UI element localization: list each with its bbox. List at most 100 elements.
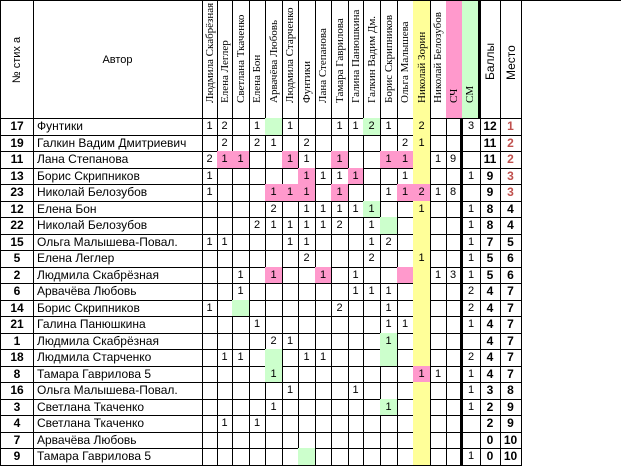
sch-cell bbox=[446, 283, 463, 301]
row-num: 2 bbox=[0, 267, 34, 284]
header-col-label: Николай Зорин bbox=[415, 31, 428, 103]
row-author: Светлана Ткаченко bbox=[33, 415, 203, 433]
score-cell bbox=[430, 448, 447, 466]
total-cell: 8 bbox=[480, 217, 501, 235]
sch-cell bbox=[446, 300, 463, 317]
row-author: Борис Скрипников bbox=[33, 300, 203, 317]
score-cell bbox=[249, 349, 266, 367]
score-cell bbox=[413, 267, 431, 284]
score-cell bbox=[430, 349, 447, 367]
row-num: 18 bbox=[0, 349, 34, 367]
total-cell: 9 bbox=[480, 184, 501, 202]
row-author: Людмила Скабрёзная bbox=[33, 267, 203, 284]
score-cell bbox=[232, 300, 250, 317]
total-cell: 0 bbox=[480, 448, 501, 466]
row-author: Тамара Гаврилова 5 bbox=[33, 448, 203, 466]
score-cell bbox=[282, 448, 299, 466]
header-col-5: Людмила Старченко bbox=[282, 1, 299, 119]
score-cell bbox=[217, 382, 233, 400]
header-col-7: Лана Степанова bbox=[315, 1, 332, 119]
score-cell bbox=[298, 382, 316, 400]
score-cell bbox=[413, 234, 431, 251]
score-cell bbox=[298, 316, 316, 334]
place-cell: 7 bbox=[500, 349, 522, 367]
header-col-4: Арвачёва Любовь bbox=[265, 1, 283, 119]
score-cell bbox=[315, 366, 332, 383]
score-cell: 1 bbox=[298, 184, 316, 202]
header-col-9: Галина Панюшкина bbox=[348, 1, 364, 119]
score-cell bbox=[217, 283, 233, 301]
score-cell: 1 bbox=[282, 333, 299, 350]
score-cell: 1 bbox=[380, 316, 398, 334]
score-cell: 1 bbox=[413, 201, 431, 218]
score-cell: 1 bbox=[380, 333, 398, 350]
header-col-label: Баллы bbox=[483, 42, 497, 80]
score-cell bbox=[202, 366, 218, 383]
row-author: Галкин Вадим Дмитриевич bbox=[33, 135, 203, 152]
score-cell bbox=[413, 432, 431, 449]
place-cell: 4 bbox=[500, 217, 522, 235]
row-num: 6 bbox=[0, 283, 34, 301]
header-num: № стих а bbox=[0, 1, 34, 119]
score-cell bbox=[315, 382, 332, 400]
score-cell: 1 bbox=[348, 382, 364, 400]
score-cell bbox=[202, 448, 218, 466]
sch-cell bbox=[446, 382, 463, 400]
score-cell: 1 bbox=[397, 151, 414, 169]
row-author: Фунтики bbox=[33, 118, 203, 136]
place-cell: 1 bbox=[500, 118, 522, 136]
header-col-1: Елена Леглер bbox=[217, 1, 233, 119]
header-col-label: Людмила Старченко bbox=[284, 7, 296, 103]
score-cell bbox=[249, 300, 266, 317]
score-cell bbox=[430, 333, 447, 350]
row-num: 5 bbox=[0, 250, 34, 268]
score-cell bbox=[380, 250, 398, 268]
score-cell bbox=[413, 399, 431, 416]
score-cell: 2 bbox=[413, 184, 431, 202]
row-num: 23 bbox=[0, 184, 34, 202]
row-num: 8 bbox=[0, 366, 34, 383]
score-cell bbox=[348, 300, 364, 317]
score-cell bbox=[298, 283, 316, 301]
score-cell bbox=[202, 399, 218, 416]
score-cell bbox=[249, 283, 266, 301]
score-cell bbox=[249, 267, 266, 284]
score-cell bbox=[202, 250, 218, 268]
score-cell bbox=[217, 250, 233, 268]
sch-cell: 3 bbox=[446, 267, 463, 284]
total-cell: 5 bbox=[480, 267, 501, 284]
score-cell bbox=[249, 448, 266, 466]
score-cell: 2 bbox=[363, 118, 381, 136]
row-num: 15 bbox=[0, 234, 34, 251]
score-cell bbox=[363, 267, 381, 284]
score-cell: 1 bbox=[232, 283, 250, 301]
row-num: 11 bbox=[0, 151, 34, 169]
row-author: Светлана Ткаченко bbox=[33, 399, 203, 416]
total-cell: 4 bbox=[480, 283, 501, 301]
sch-cell bbox=[446, 234, 463, 251]
header-author: Автор bbox=[33, 1, 203, 119]
score-cell bbox=[430, 250, 447, 268]
sch-cell bbox=[446, 432, 463, 449]
score-cell bbox=[348, 432, 364, 449]
score-cell bbox=[380, 415, 398, 433]
score-cell: 2 bbox=[217, 135, 233, 152]
score-cell bbox=[202, 333, 218, 350]
header-col-label: Фунтики bbox=[300, 60, 313, 103]
score-cell: 1 bbox=[413, 366, 431, 383]
score-cell: 1 bbox=[202, 300, 218, 317]
score-cell: 1 bbox=[249, 415, 266, 433]
score-cell: 1 bbox=[380, 399, 398, 416]
score-cell: 1 bbox=[282, 151, 299, 169]
sm-cell: 2 bbox=[462, 300, 481, 317]
score-cell bbox=[282, 250, 299, 268]
score-cell bbox=[315, 118, 332, 136]
row-author: Ольга Малышева-Повал. bbox=[33, 234, 203, 251]
score-cell bbox=[202, 415, 218, 433]
row-author: Борис Скрипников bbox=[33, 168, 203, 185]
score-cell bbox=[217, 366, 233, 383]
row-num: 22 bbox=[0, 217, 34, 235]
row-num: 13 bbox=[0, 168, 34, 185]
score-cell bbox=[331, 283, 349, 301]
score-cell bbox=[430, 168, 447, 185]
